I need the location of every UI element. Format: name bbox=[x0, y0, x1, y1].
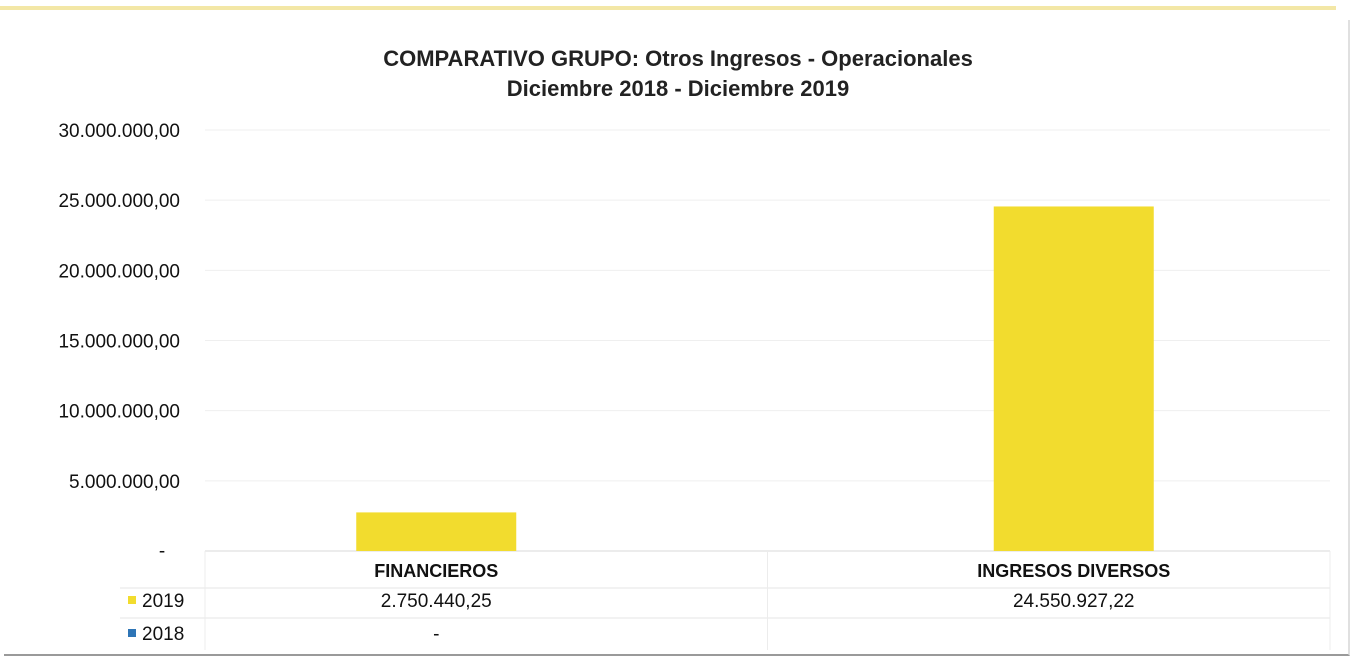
table-cell-value: 2.750.440,25 bbox=[381, 591, 492, 612]
x-category-label: FINANCIEROS bbox=[374, 561, 498, 581]
table-cell-value: - bbox=[433, 624, 439, 645]
bar-2019 bbox=[993, 206, 1154, 551]
legend-swatch bbox=[128, 629, 136, 637]
table-cell-value: 24.550.927,22 bbox=[1013, 591, 1135, 612]
y-tick-label: 20.000.000,00 bbox=[58, 261, 180, 282]
legend-label: 2019 bbox=[142, 591, 184, 612]
chart-title-block: COMPARATIVO GRUPO: Otros Ingresos - Oper… bbox=[0, 44, 1356, 104]
y-tick-label: 30.000.000,00 bbox=[58, 121, 180, 142]
legend-swatch bbox=[128, 596, 136, 604]
y-tick-label: 15.000.000,00 bbox=[58, 332, 180, 353]
y-tick-label: - bbox=[159, 541, 165, 562]
y-tick-label: 5.000.000,00 bbox=[69, 472, 180, 493]
bar-2019 bbox=[356, 512, 517, 551]
y-tick-label: 25.000.000,00 bbox=[58, 191, 180, 212]
chart-frame bbox=[4, 20, 1350, 656]
chart-title: COMPARATIVO GRUPO: Otros Ingresos - Oper… bbox=[383, 46, 973, 71]
x-category-label: INGRESOS DIVERSOS bbox=[977, 561, 1170, 581]
chart-subtitle: Diciembre 2018 - Diciembre 2019 bbox=[506, 76, 850, 101]
legend-label: 2018 bbox=[142, 624, 184, 645]
y-tick-label: 10.000.000,00 bbox=[58, 402, 180, 423]
top-accent-rule bbox=[0, 6, 1336, 10]
